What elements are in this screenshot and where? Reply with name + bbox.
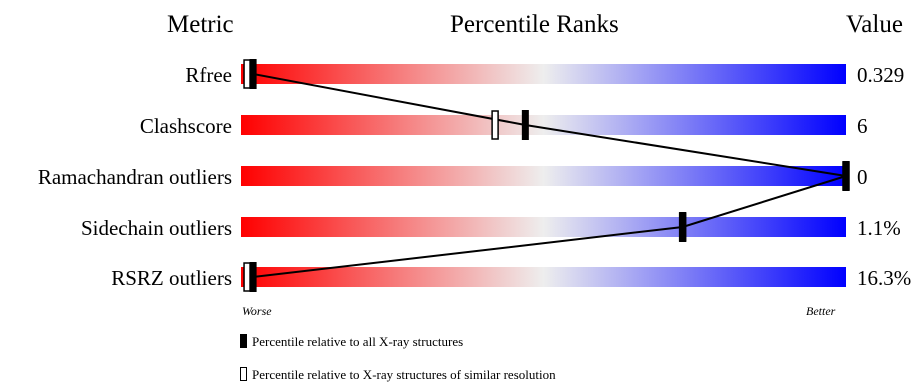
value-label-ramachandran-outliers: 0 (857, 165, 868, 189)
hollow-marker-icon (240, 367, 247, 381)
similar-resolution-marker (243, 59, 251, 89)
legend-similar-label: Percentile relative to X-ray structures … (252, 367, 556, 382)
metric-label-clashscore: Clashscore (140, 114, 232, 138)
value-label-rfree: 0.329 (857, 63, 904, 87)
all-structures-marker (249, 59, 257, 89)
filled-marker-icon (240, 334, 247, 348)
metric-label-ramachandran-outliers: Ramachandran outliers (38, 165, 232, 189)
value-label-sidechain-outliers: 1.1% (857, 216, 901, 240)
percentile-bar-ramachandran-outliers (241, 166, 846, 186)
all-structures-marker (842, 161, 850, 191)
legend-all-structures: Percentile relative to all X-ray structu… (240, 334, 463, 350)
chart-title: Percentile Ranks (450, 11, 619, 38)
legend-all-label: Percentile relative to all X-ray structu… (252, 334, 464, 349)
metric-label-rsrz-outliers: RSRZ outliers (111, 266, 232, 290)
all-structures-marker (679, 212, 687, 242)
value-column-header: Value (846, 11, 903, 38)
all-structures-marker (249, 262, 257, 292)
all-structures-marker (521, 110, 529, 140)
similar-resolution-marker (243, 262, 251, 292)
metric-column-header: Metric (167, 11, 234, 38)
percentile-bar-clashscore (241, 115, 846, 135)
similar-resolution-marker (491, 110, 499, 140)
value-label-rsrz-outliers: 16.3% (857, 266, 911, 290)
value-label-clashscore: 6 (857, 114, 868, 138)
percentile-bar-rfree (241, 64, 846, 84)
metric-label-rfree: Rfree (185, 63, 232, 87)
percentile-bar-sidechain-outliers (241, 217, 846, 237)
legend-similar-resolution: Percentile relative to X-ray structures … (240, 367, 556, 383)
better-label: Better (806, 304, 836, 318)
percentile-bar-rsrz-outliers (241, 267, 846, 287)
metric-label-sidechain-outliers: Sidechain outliers (81, 216, 232, 240)
worse-label: Worse (242, 304, 272, 318)
